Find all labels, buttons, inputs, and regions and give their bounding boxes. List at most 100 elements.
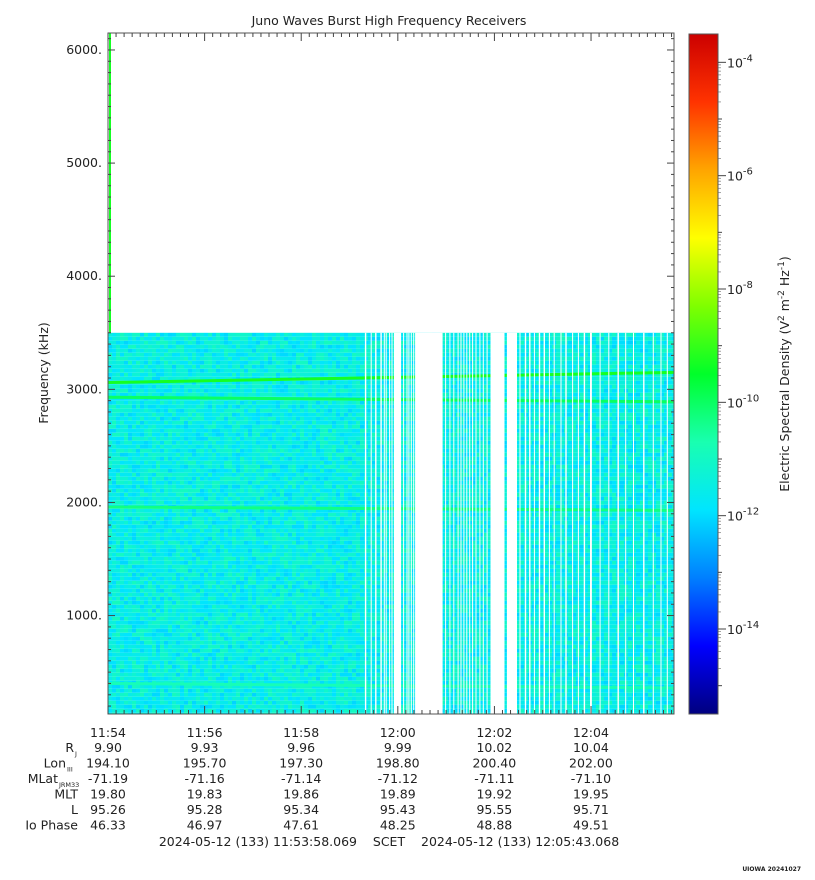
spectrogram-cell (360, 336, 364, 341)
spectrogram-cell (472, 420, 476, 425)
spectrogram-cell (628, 372, 632, 377)
spectrogram-cell (192, 456, 196, 461)
spectrogram-cell (504, 428, 508, 433)
spectrogram-cell (140, 376, 144, 381)
spectrogram-cell (120, 452, 124, 457)
spectrogram-cell (144, 400, 148, 405)
spectrogram-cell (192, 348, 196, 353)
spectrogram-cell (656, 352, 660, 357)
spectrogram-cell (668, 404, 672, 409)
spectrogram-cell (484, 364, 488, 369)
spectrogram-cell (476, 352, 480, 357)
spectrogram-cell (668, 428, 672, 433)
spectrogram-cell (644, 464, 648, 469)
spectrogram-cell (312, 444, 316, 449)
spectrogram-cell (180, 368, 184, 373)
spectrogram-cell (108, 452, 112, 457)
spectrogram-cell (408, 460, 412, 465)
spectrogram-cell (596, 360, 600, 365)
spectrogram-cell (240, 372, 244, 377)
spectrogram-cell (312, 400, 316, 405)
spectrogram-cell (204, 352, 208, 357)
spectrogram-cell (252, 424, 256, 429)
spectrogram-cell (640, 344, 644, 349)
spectrogram-cell (520, 452, 524, 457)
spectrogram-cell (380, 332, 384, 337)
spectrogram-cell (620, 392, 624, 397)
spectrogram-cell (596, 336, 600, 341)
spectrogram-cell (572, 432, 576, 437)
spectrogram-cell (248, 392, 252, 397)
spectrogram-cell (192, 428, 196, 433)
spectrogram-cell (196, 468, 200, 473)
spectrogram-cell (316, 412, 320, 417)
spectrogram-cell (128, 460, 132, 465)
spectrogram-cell (148, 448, 152, 453)
spectrogram-cell (584, 416, 588, 421)
spectrogram-cell (208, 452, 212, 457)
spectrogram-cell (572, 332, 576, 337)
spectrogram-cell (560, 392, 564, 397)
spectrogram-cell (308, 332, 312, 337)
spectrogram-cell (108, 448, 112, 453)
spectrogram-cell (312, 388, 316, 393)
spectrogram-cell (204, 444, 208, 449)
spectrogram-cell (132, 440, 136, 445)
spectrogram-cell (352, 440, 356, 445)
spectrogram-cell (276, 392, 280, 397)
spectrogram-cell (336, 392, 340, 397)
spectrogram-cell (368, 420, 372, 425)
spectrogram-cell (256, 372, 260, 377)
spectrogram-cell (336, 332, 340, 337)
spectrogram-cell (580, 444, 584, 449)
spectrogram-cell (236, 392, 240, 397)
spectrogram-cell (184, 348, 188, 353)
spectrogram-cell (348, 436, 352, 441)
spectrogram-cell (484, 352, 488, 357)
spectrogram-cell (248, 380, 252, 385)
spectrogram-cell (152, 368, 156, 373)
spectrogram-cell (124, 388, 128, 393)
spectrogram-cell (108, 444, 112, 449)
spectrogram-cell (604, 440, 608, 445)
spectrogram-cell (140, 424, 144, 429)
spectrogram-cell (640, 436, 644, 441)
spectrogram-cell (204, 360, 208, 365)
spectrogram-cell (116, 392, 120, 397)
spectrogram-cell (548, 340, 552, 345)
spectrogram-cell (192, 368, 196, 373)
spectrogram-cell (608, 392, 612, 397)
spectrogram-cell (372, 456, 376, 461)
spectrogram-cell (288, 456, 292, 461)
spectrogram-cell (640, 464, 644, 469)
spectrogram-cell (276, 436, 280, 441)
spectrogram-cell (244, 464, 248, 469)
spectrogram-cell (176, 456, 180, 461)
spectrogram-cell (596, 440, 600, 445)
spectrogram-cell (216, 376, 220, 381)
spectrogram-cell (260, 352, 264, 357)
spectrogram-cell (460, 384, 464, 389)
spectrogram-cell (184, 472, 188, 477)
spectrogram-cell (584, 444, 588, 449)
spectrogram-cell (308, 364, 312, 369)
spectrogram-cell (120, 388, 124, 393)
spectrogram-cell (236, 356, 240, 361)
spectrogram-cell (652, 424, 656, 429)
spectrogram-cell (580, 404, 584, 409)
spectrogram-cell (376, 464, 380, 469)
spectrogram-cell (324, 380, 328, 385)
spectrogram-cell (260, 332, 264, 337)
spectrogram-cell (224, 348, 228, 353)
spectrogram-cell (176, 360, 180, 365)
spectrogram-cell (248, 468, 252, 473)
spectrogram-cell (140, 416, 144, 421)
spectrogram-cell (216, 384, 220, 389)
spectrogram-cell (480, 360, 484, 365)
spectrogram-cell (312, 356, 316, 361)
spectrogram-cell (544, 344, 548, 349)
spectrogram-cell (196, 432, 200, 437)
spectrogram-cell (184, 380, 188, 385)
spectrogram-cell (112, 416, 116, 421)
spectrogram-cell (268, 344, 272, 349)
